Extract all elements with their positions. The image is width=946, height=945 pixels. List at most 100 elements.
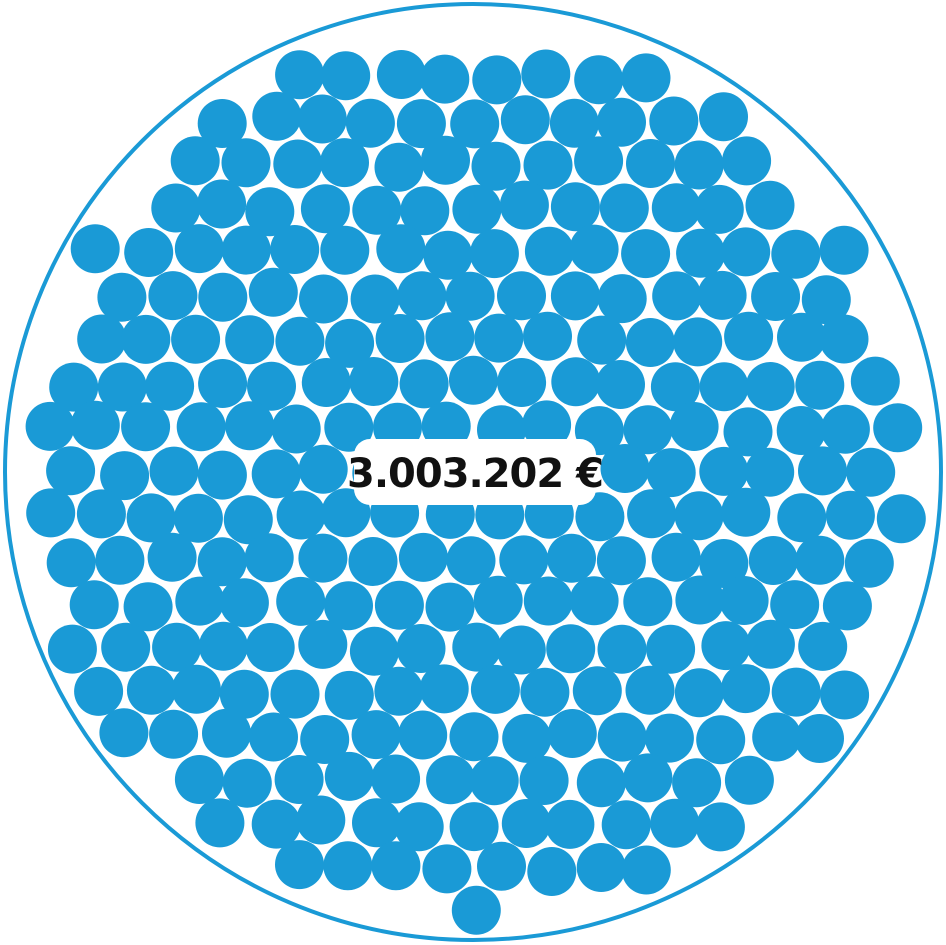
dot <box>446 536 496 586</box>
dot <box>274 755 324 804</box>
dot <box>801 275 851 325</box>
dot <box>499 535 549 585</box>
dot <box>171 664 221 714</box>
dot <box>275 50 325 100</box>
dot <box>74 666 124 716</box>
dot <box>675 575 725 625</box>
dot <box>574 136 624 186</box>
dot <box>471 141 521 191</box>
dot <box>745 447 795 497</box>
dot <box>674 491 724 541</box>
dot <box>470 664 520 714</box>
dot <box>724 755 774 805</box>
dot <box>400 186 450 236</box>
dot <box>249 712 298 762</box>
dot <box>795 535 845 585</box>
dot <box>195 798 245 848</box>
dot <box>776 406 826 455</box>
dot <box>221 225 271 275</box>
dot <box>324 670 374 720</box>
dot <box>745 619 795 669</box>
dot <box>795 360 845 410</box>
dot <box>751 272 801 321</box>
dot <box>297 94 347 144</box>
dot <box>371 754 421 804</box>
dot <box>298 533 348 583</box>
dot <box>819 225 869 275</box>
dot <box>396 99 446 149</box>
dot <box>219 669 269 719</box>
dot <box>669 402 719 451</box>
dot <box>474 313 524 363</box>
dot <box>597 274 647 324</box>
dot <box>777 493 827 543</box>
dot <box>421 401 471 451</box>
dot <box>722 136 772 186</box>
dot <box>777 312 826 362</box>
dot <box>352 185 402 235</box>
dot <box>644 713 694 763</box>
dot <box>174 224 224 274</box>
dot <box>245 187 295 237</box>
dot <box>450 99 500 149</box>
dot <box>77 314 127 364</box>
dot <box>299 274 348 324</box>
dot <box>247 361 296 411</box>
dot <box>519 756 569 805</box>
dot <box>425 582 475 632</box>
dot <box>174 755 224 804</box>
dot <box>124 228 174 277</box>
dot <box>502 713 552 763</box>
dot <box>745 180 795 230</box>
outer-circle <box>3 2 943 942</box>
dot <box>47 624 97 674</box>
dot <box>419 664 469 714</box>
dot <box>820 404 870 454</box>
dot <box>699 539 749 588</box>
dot <box>126 493 176 543</box>
dot <box>721 487 771 537</box>
dot <box>251 449 301 499</box>
dot <box>374 666 424 716</box>
dot <box>449 802 499 852</box>
dot <box>245 623 295 672</box>
dot <box>825 490 875 540</box>
dot <box>198 272 248 322</box>
dot <box>469 229 519 279</box>
dot <box>820 670 870 720</box>
dot <box>597 97 646 147</box>
dot <box>99 708 149 758</box>
dot <box>149 446 199 496</box>
dot <box>550 271 600 321</box>
dot <box>296 795 346 845</box>
dot <box>248 267 298 317</box>
dot <box>545 799 595 849</box>
dot <box>95 535 145 585</box>
dot <box>523 576 573 626</box>
dot <box>97 362 147 412</box>
dot <box>574 55 624 105</box>
dot <box>300 715 350 764</box>
dot <box>748 536 798 585</box>
dot <box>123 582 173 632</box>
dot <box>69 580 119 630</box>
dot <box>394 802 444 852</box>
dot <box>100 451 150 501</box>
dot <box>699 362 749 412</box>
dot <box>423 230 473 280</box>
dot <box>524 226 574 276</box>
dots <box>25 49 926 935</box>
dot <box>396 624 446 673</box>
dot <box>621 53 671 103</box>
dot <box>547 533 596 583</box>
dot <box>623 753 673 803</box>
dot <box>497 271 546 321</box>
dot <box>420 54 470 104</box>
dot <box>324 751 374 801</box>
dot <box>175 576 225 626</box>
dot <box>721 227 771 277</box>
dot <box>723 407 773 457</box>
dot <box>601 800 651 850</box>
dot <box>426 755 476 805</box>
